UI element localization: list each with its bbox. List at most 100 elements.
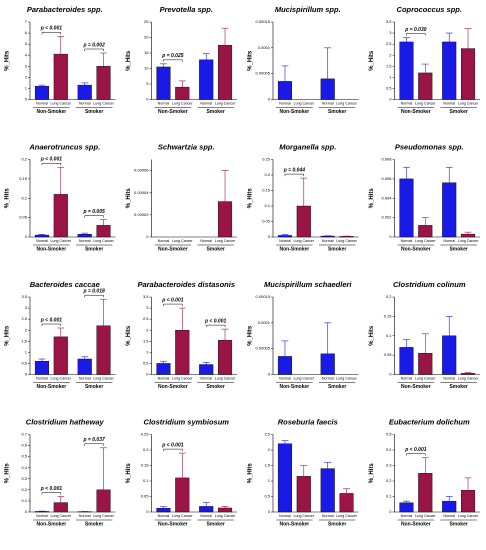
group-label: Non-Smoker [280, 384, 310, 390]
y-tick-label: 0.15 [19, 176, 28, 181]
significance-bracket [84, 443, 104, 446]
p-value: p < 0.001 [161, 442, 183, 448]
group-label: Non-Smoker [401, 521, 431, 527]
p-value: p = 0.030 [404, 27, 426, 33]
p-value: p < 0.001 [161, 297, 183, 303]
y-tick-label: 0.0001 [258, 45, 271, 50]
y-tick-label: 0 [268, 509, 271, 514]
x-tick-label: Normal [401, 101, 413, 105]
panel: Bacteroides caccae %_Hits 0 0.5 1 1.5 2 2.5 3 3.5… [5, 280, 116, 390]
x-tick-label: Normal [401, 376, 413, 380]
group-label: Smoker [449, 109, 467, 115]
x-tick-label: Normal [443, 376, 455, 380]
group-label: Smoker [85, 521, 103, 527]
bar [296, 476, 311, 513]
y-axis-label: %_Hits [369, 325, 375, 346]
y-axis-label: %_Hits [126, 50, 132, 71]
p-value: p < 0.001 [40, 157, 62, 163]
x-tick-label: Normal [158, 239, 170, 243]
x-tick-label: Normal [279, 239, 291, 243]
y-tick-label: 3 [25, 63, 28, 68]
significance-bracket [163, 303, 183, 307]
y-axis-label: %_Hits [248, 325, 254, 346]
x-tick-label: Normal [322, 101, 334, 105]
bar [460, 490, 476, 513]
y-tick-label: 3 [25, 305, 28, 310]
y-tick-label: 0.00002 [134, 212, 149, 217]
y-tick-label: 0.15 [141, 463, 150, 468]
y-tick-label: 0.5 [21, 360, 27, 365]
panel-title: Clostridium symbiosum [144, 417, 230, 426]
y-tick-label: 3.5 [143, 294, 149, 299]
x-tick-label: Normal [158, 101, 170, 105]
x-tick-label: Normal [200, 376, 212, 380]
x-tick-label: Normal [79, 514, 91, 518]
y-tick-label: 3 [146, 305, 149, 310]
bar [199, 506, 214, 513]
y-tick-label: 0.2 [21, 157, 27, 162]
x-tick-label: Normal [279, 376, 291, 380]
y-tick-label: 0.008 [381, 157, 392, 162]
y-tick-label: 0.0001 [258, 320, 271, 325]
y-tick-label: 0.5 [386, 85, 392, 90]
y-tick-label: 25 [144, 19, 149, 24]
y-tick-label: 0.6 [21, 443, 27, 448]
x-tick-label: Lung Cancer [458, 239, 479, 243]
x-tick-label: Normal [279, 514, 291, 518]
y-tick-label: 2.5 [21, 316, 27, 321]
x-tick-label: Normal [401, 239, 413, 243]
significance-bracket [163, 448, 183, 452]
group-label: Non-Smoker [158, 246, 188, 252]
group-label: Non-Smoker [401, 384, 431, 390]
bar [217, 339, 233, 375]
y-tick-label: 20 [144, 35, 149, 40]
bar [399, 502, 414, 513]
y-axis-label: %_Hits [5, 50, 11, 71]
x-tick-label: Lung Cancer [458, 514, 479, 518]
bar [34, 234, 50, 238]
bar [442, 335, 457, 375]
y-tick-label: 1.5 [21, 338, 27, 343]
y-axis-label: %_Hits [369, 463, 375, 484]
p-value: p < 0.001 [40, 26, 62, 32]
y-tick-label: 0 [389, 372, 392, 377]
bar [53, 194, 68, 238]
y-tick-label: 0 [268, 234, 271, 239]
y-tick-label: 0 [146, 234, 149, 239]
panel: Clostridium symbiosum %_Hits 0 0.05 0.1 0.15 0… [126, 417, 237, 527]
y-tick-label: 0.1 [21, 195, 27, 200]
y-tick-label: 0 [25, 97, 28, 102]
bar [442, 41, 457, 100]
y-tick-label: 0.1 [264, 203, 270, 208]
x-tick-label: Normal [200, 514, 212, 518]
y-tick-label: 0.1 [386, 494, 392, 499]
x-tick-label: Normal [401, 514, 413, 518]
panel: Clostridium hatheway %_Hits 0 0.1 0.2 0.3 0.4 0… [5, 417, 116, 527]
y-tick-label: 0 [389, 97, 392, 102]
y-tick-label: 0.5 [143, 360, 149, 365]
y-axis-label: %_Hits [126, 463, 132, 484]
y-axis-label: %_Hits [369, 50, 375, 71]
bar [199, 59, 214, 100]
x-tick-label: Normal [200, 101, 212, 105]
group-label: Non-Smoker [37, 109, 67, 115]
panel: Mucispirillum spp. %_Hits 0 0.00005 0.0001 0.… [248, 5, 359, 115]
bar [217, 45, 233, 100]
y-tick-label: 0.15 [262, 188, 271, 193]
y-tick-label: 0.05 [384, 352, 393, 357]
x-tick-label: Lung Cancer [415, 376, 436, 380]
y-tick-label: 2 [389, 52, 392, 57]
p-value: p = 0.037 [82, 437, 104, 443]
group-label: Non-Smoker [158, 521, 188, 527]
group-label: Smoker [328, 384, 346, 390]
panel-title: Eubacterium dolichum [389, 417, 470, 426]
y-axis-label: %_Hits [248, 50, 254, 71]
y-tick-label: 2.5 [386, 41, 392, 46]
y-tick-label: 2 [146, 327, 149, 332]
bar [460, 373, 476, 375]
y-tick-label: 0 [25, 234, 28, 239]
x-tick-label: Normal [36, 101, 48, 105]
bar [96, 489, 111, 513]
significance-bracket [41, 163, 62, 166]
